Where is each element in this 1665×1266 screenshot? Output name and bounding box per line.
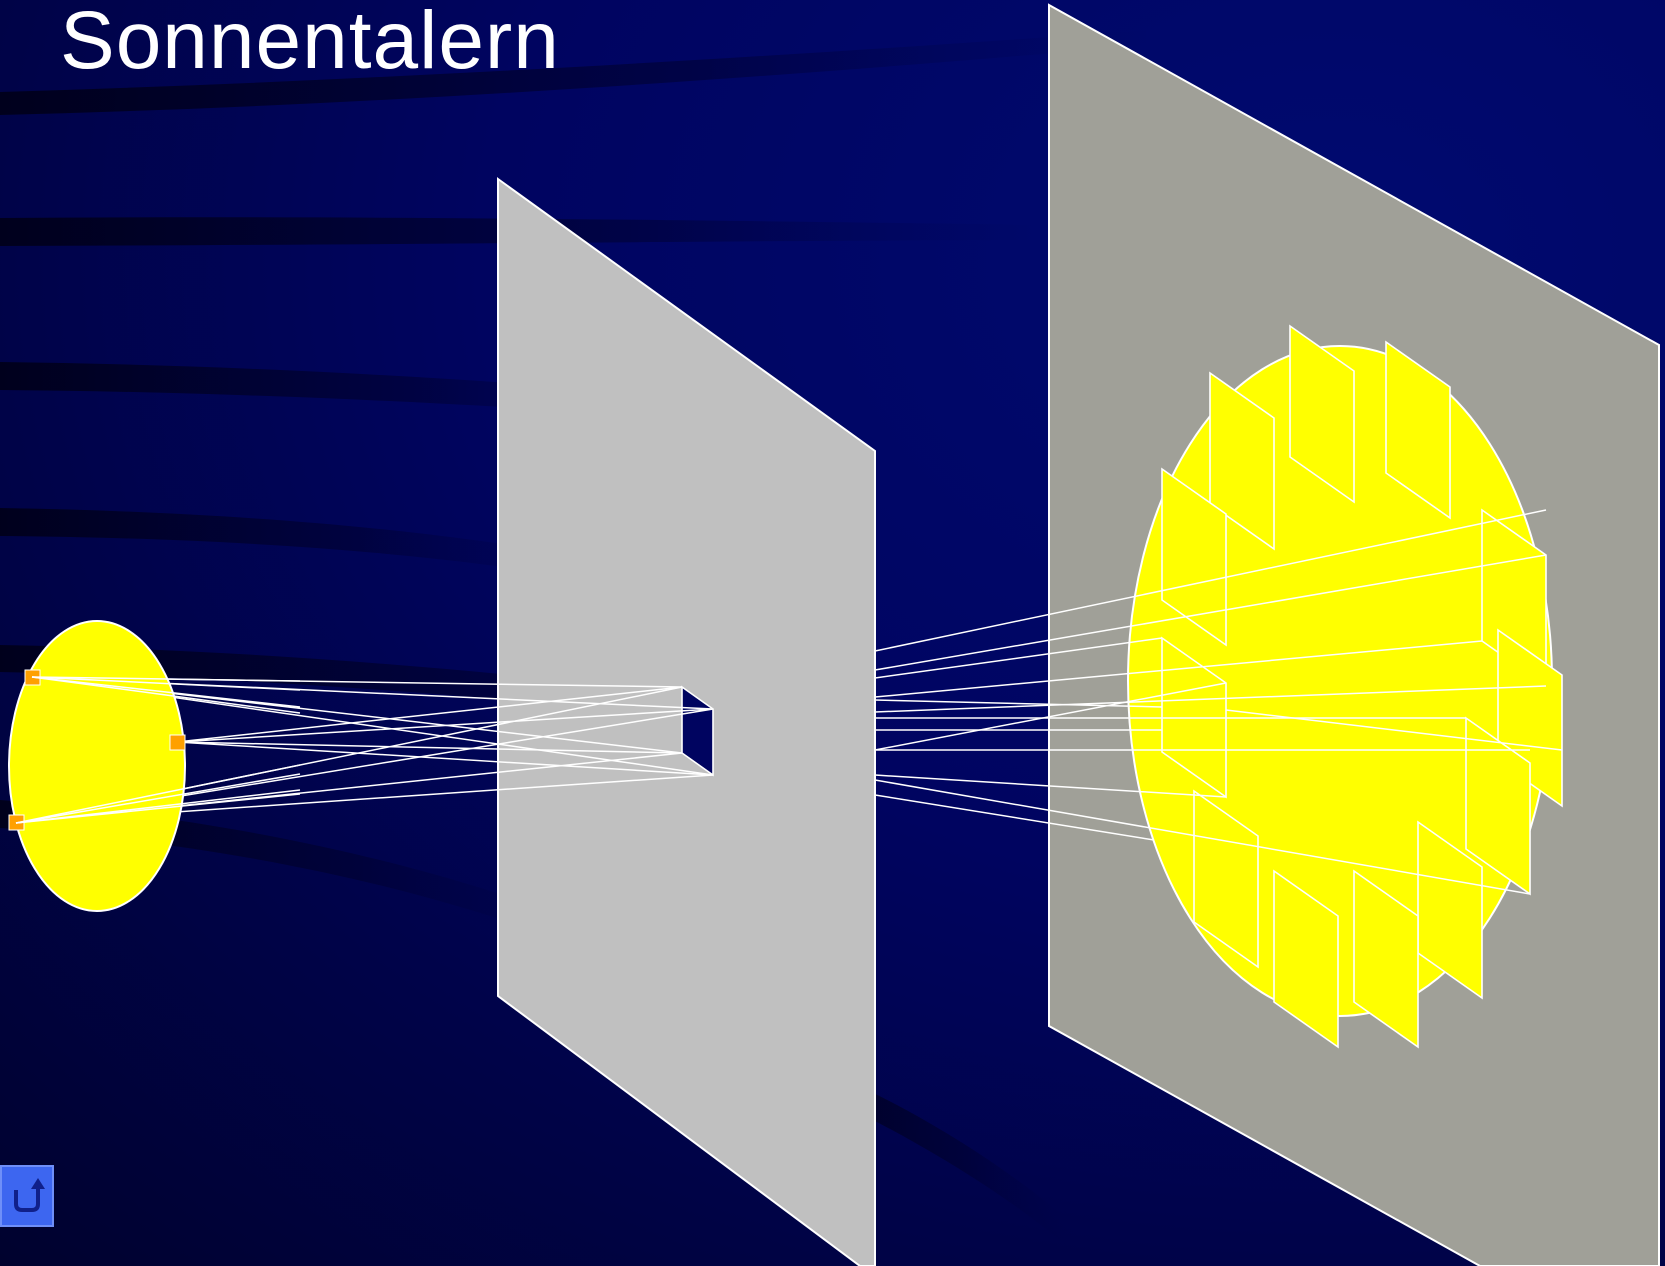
light-rays	[15, 509, 1563, 895]
back-button[interactable]	[0, 1165, 54, 1227]
projected-aperture-images	[1161, 324, 1563, 1049]
light-rays-front	[15, 676, 301, 824]
slide-title: Sonnentalern	[60, 0, 560, 86]
sun	[8, 620, 186, 912]
return-arrow-icon	[14, 1178, 45, 1212]
source-point-right	[169, 734, 186, 751]
